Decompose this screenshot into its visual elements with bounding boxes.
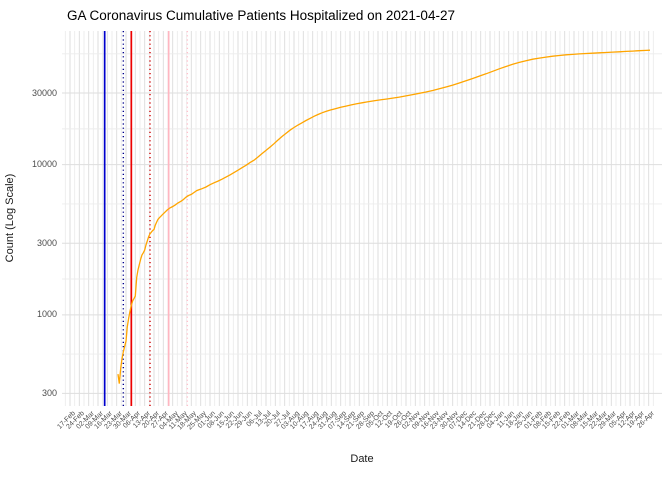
y-tick-label: 3000	[36, 237, 57, 248]
cumulative-patients-hospitalized-line	[117, 49, 651, 384]
y-tick-label: 300	[41, 387, 57, 398]
x-axis-title: Date	[350, 453, 374, 465]
chart-title: GA Coronavirus Cumulative Patients Hospi…	[67, 8, 455, 23]
plot-panel	[62, 31, 662, 406]
y-tick-label: 30000	[31, 87, 57, 98]
y-tick-label: 1000	[36, 309, 57, 320]
y-tick-label: 10000	[31, 159, 57, 170]
